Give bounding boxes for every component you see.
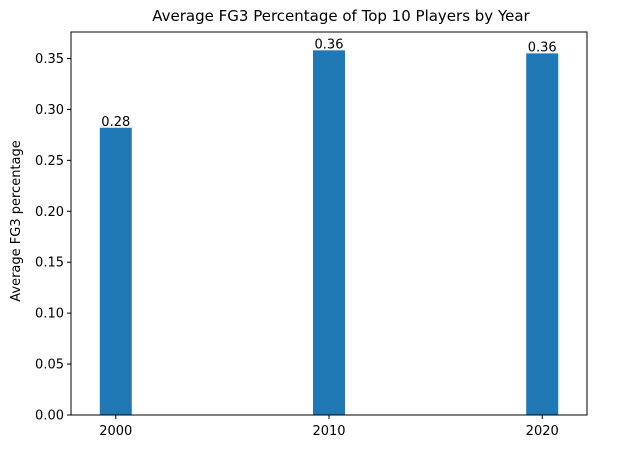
y-tick-label: 0.25 [35,154,64,169]
y-axis-ticks: 0.00 0.05 0.10 0.15 0.20 0.25 0.30 0.35 [35,52,71,424]
y-tick-label: 0.20 [35,205,64,220]
data-labels-group: 0.28 0.36 0.36 [101,37,556,129]
data-label-2000: 0.28 [101,115,130,130]
bar-2020 [526,53,559,415]
y-tick-label: 0.05 [35,358,64,373]
y-tick-label: 0.00 [35,409,64,424]
y-tick-label: 0.10 [35,307,64,322]
plot-frame [70,31,588,416]
y-axis-title: Average FG3 percentage [9,140,24,301]
x-tick-label: 2000 [99,424,132,439]
x-axis-ticks: 2000 2010 2020 [99,415,559,439]
x-tick-label: 2020 [526,424,559,439]
y-tick-label: 0.35 [35,52,64,67]
bar-2010 [313,50,345,415]
data-label-2010: 0.36 [315,37,344,52]
bars-group [99,50,559,415]
chart-title: Average FG3 Percentage of Top 10 Players… [152,7,530,25]
data-label-2020: 0.36 [528,40,557,55]
x-tick-label: 2010 [312,424,345,439]
bar-2000 [99,127,132,415]
y-tick-label: 0.30 [35,103,64,118]
y-tick-label: 0.15 [35,256,64,271]
